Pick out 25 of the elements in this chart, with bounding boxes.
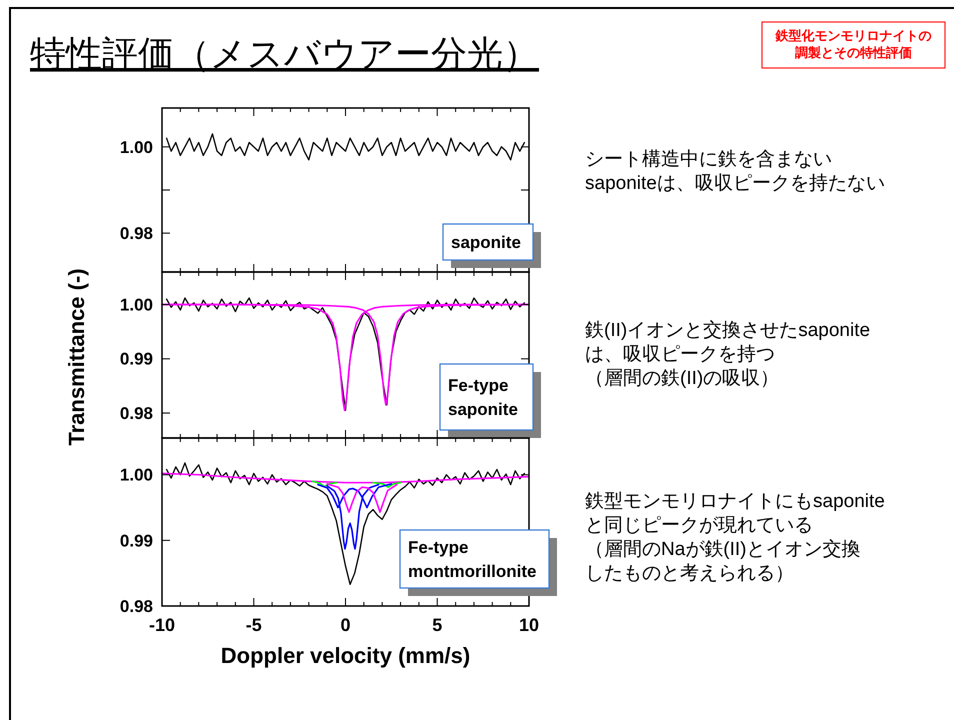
y-tick-label: 1.00 bbox=[120, 296, 153, 314]
x-tick-label: 10 bbox=[518, 615, 540, 635]
text: （層間の鉄(II)の吸収） bbox=[585, 368, 780, 389]
y-tick-label: 0.99 bbox=[120, 531, 153, 550]
x-tick-label: -10 bbox=[148, 615, 176, 635]
y-axis-title: Transmittance (-) bbox=[64, 268, 89, 446]
annotation: saponite bbox=[451, 232, 521, 252]
y-tick-label: 1.00 bbox=[120, 138, 153, 157]
y-tick-label: 0.98 bbox=[120, 596, 153, 616]
y-tick-label: 0.98 bbox=[120, 404, 153, 423]
text: 鉄型モンモリロナイトにもsaponite と同じピークが現れている bbox=[585, 491, 885, 536]
x-tick-label: 5 bbox=[432, 615, 442, 635]
annotation: Fe-type saponite bbox=[448, 376, 518, 419]
x-tick-label: -5 bbox=[246, 615, 262, 635]
y-tick-label: 0.99 bbox=[120, 350, 153, 369]
annotation: Fe-type montmorillonite bbox=[408, 538, 536, 581]
text: 鉄型化モンモリロナイトの調製とその特性評価 bbox=[774, 28, 932, 60]
y-tick-label: 0.98 bbox=[120, 224, 153, 244]
x-axis-title: Doppler velocity (mm/s) bbox=[220, 643, 470, 668]
x-tick-label: 0 bbox=[340, 615, 351, 635]
text: シート構造中に鉄を含まない saponiteは、吸収ピークを持たない bbox=[585, 149, 885, 194]
text: （層間のNaが鉄(II)とイオン交換したものと考えられる） bbox=[585, 538, 860, 584]
chart-title: 特性評価（メスバウアー分光） bbox=[30, 33, 539, 74]
y-tick-label: 1.00 bbox=[120, 466, 153, 485]
text: 鉄(II)イオンと交換させたsaponite は、吸収ピークを持つ bbox=[585, 319, 870, 365]
